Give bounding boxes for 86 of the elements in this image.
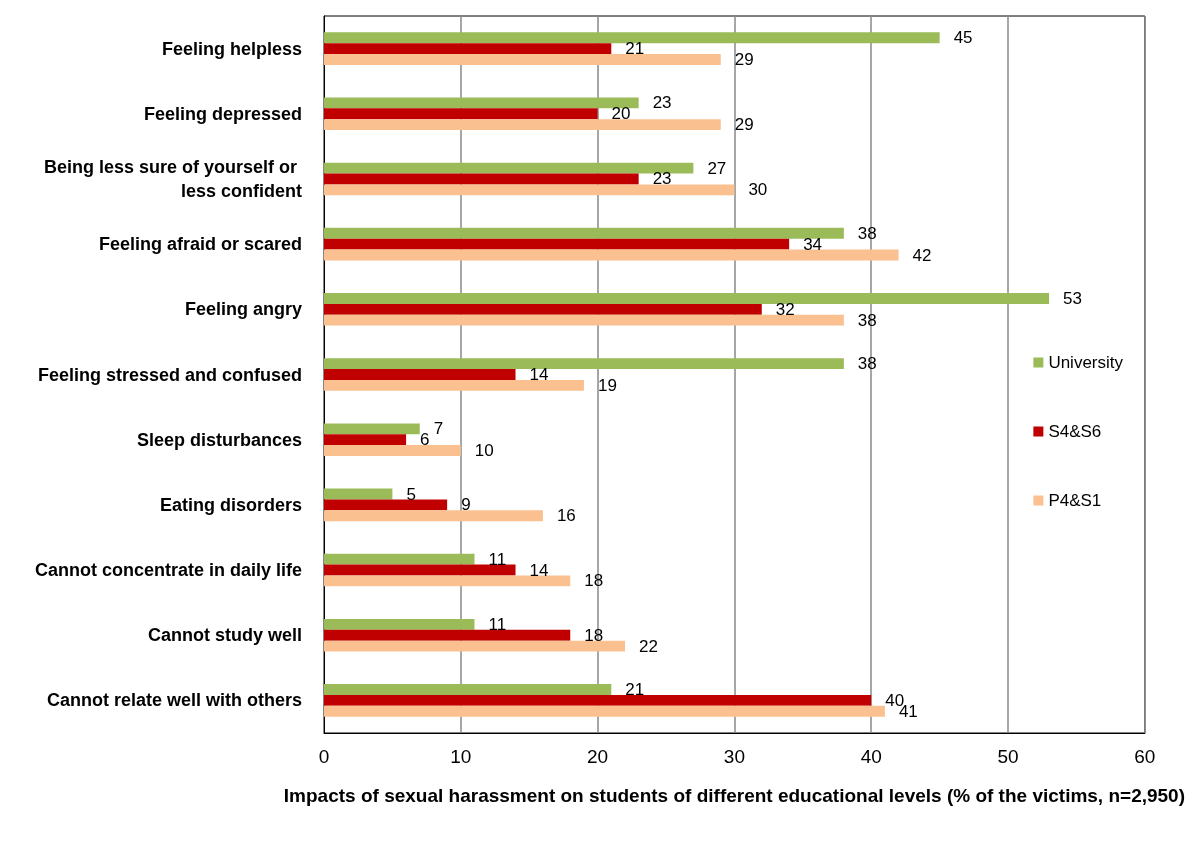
legend-label: University <box>1048 353 1124 372</box>
y-tick-label: Being less sure of yourself or less confident <box>43 156 302 201</box>
bar <box>324 184 735 196</box>
y-tick-label: Eating disorders <box>159 494 302 515</box>
data-label: 53 <box>1063 288 1082 308</box>
data-label: 11 <box>488 549 507 569</box>
x-tick-label: 50 <box>997 746 1019 767</box>
bar <box>324 162 694 174</box>
data-label: 7 <box>433 419 444 439</box>
bar <box>324 119 721 131</box>
bar <box>324 684 612 695</box>
x-tick-label: 30 <box>723 746 745 767</box>
x-tick-label: 60 <box>1134 746 1156 767</box>
y-tick-label: Feeling angry <box>184 299 302 320</box>
data-label: 34 <box>803 234 823 254</box>
bar <box>324 564 516 576</box>
bar <box>324 303 762 315</box>
y-tick-label: Cannot relate well with others <box>46 690 302 711</box>
bar <box>324 379 584 391</box>
x-tick-label: 40 <box>860 746 882 767</box>
data-label: 29 <box>734 115 754 135</box>
bar <box>324 553 475 565</box>
bar <box>324 54 721 65</box>
bar <box>324 238 790 250</box>
data-label: 16 <box>556 506 576 526</box>
data-label: 18 <box>584 625 604 645</box>
data-label: 19 <box>597 375 617 395</box>
bar <box>324 249 899 261</box>
bar <box>324 32 940 44</box>
bar <box>324 640 625 652</box>
data-label: 42 <box>912 245 932 265</box>
data-label: 30 <box>748 180 768 200</box>
y-tick-label: Sleep disturbances <box>136 429 302 450</box>
bar <box>324 293 1050 304</box>
y-tick-label: Feeling stressed and confused <box>37 364 302 385</box>
data-label: 20 <box>611 104 631 124</box>
data-label: 45 <box>953 28 973 48</box>
bar <box>324 108 598 120</box>
bar <box>324 97 639 109</box>
y-tick-label: Feeling afraid or scared <box>98 234 302 255</box>
bar <box>324 43 612 55</box>
data-label: 6 <box>420 430 430 450</box>
legend-label: S4&S6 <box>1048 422 1102 441</box>
data-label: 14 <box>529 365 549 384</box>
bar <box>324 358 844 370</box>
bar <box>324 694 872 706</box>
bar <box>324 499 448 511</box>
data-label: 21 <box>625 680 645 700</box>
data-label: 11 <box>488 614 507 634</box>
bar <box>324 510 543 522</box>
bar <box>324 227 844 239</box>
bar <box>324 434 407 446</box>
data-label: 38 <box>857 310 877 330</box>
bar <box>324 173 639 185</box>
bar <box>324 423 420 435</box>
data-label: 10 <box>474 441 494 461</box>
data-label: 29 <box>734 49 754 69</box>
data-label: 21 <box>625 39 645 59</box>
y-tick-label: Feeling depressed <box>143 103 302 124</box>
data-label: 14 <box>529 560 549 580</box>
x-tick-label: 10 <box>450 746 472 767</box>
x-axis-title: Impacts of sexual harassment on students of different educational levels (% of the victims, n=2,950) <box>283 784 1185 806</box>
data-label: 38 <box>857 354 877 374</box>
legend-label: P4&S1 <box>1048 491 1102 510</box>
data-label: 32 <box>775 299 795 319</box>
bar <box>324 629 571 641</box>
bar <box>324 445 461 456</box>
data-label: 22 <box>638 636 658 656</box>
bar <box>324 575 571 587</box>
data-label: 9 <box>461 495 471 515</box>
data-label: 18 <box>584 571 604 591</box>
data-label: 5 <box>406 484 416 504</box>
data-label: 23 <box>652 169 672 189</box>
bar <box>324 369 516 380</box>
bar <box>324 618 475 630</box>
bar <box>324 314 844 326</box>
data-label: 23 <box>652 93 672 113</box>
y-tick-label: Cannot study well <box>147 625 302 646</box>
bar <box>324 705 885 717</box>
data-label: 27 <box>707 158 727 178</box>
bar <box>324 488 393 500</box>
x-tick-label: 0 <box>318 746 330 767</box>
y-tick-label: Cannot concentrate in daily life <box>34 560 302 581</box>
y-tick-label: Feeling helpless <box>161 38 302 59</box>
x-tick-label: 20 <box>587 746 609 767</box>
data-label: 38 <box>857 223 877 243</box>
